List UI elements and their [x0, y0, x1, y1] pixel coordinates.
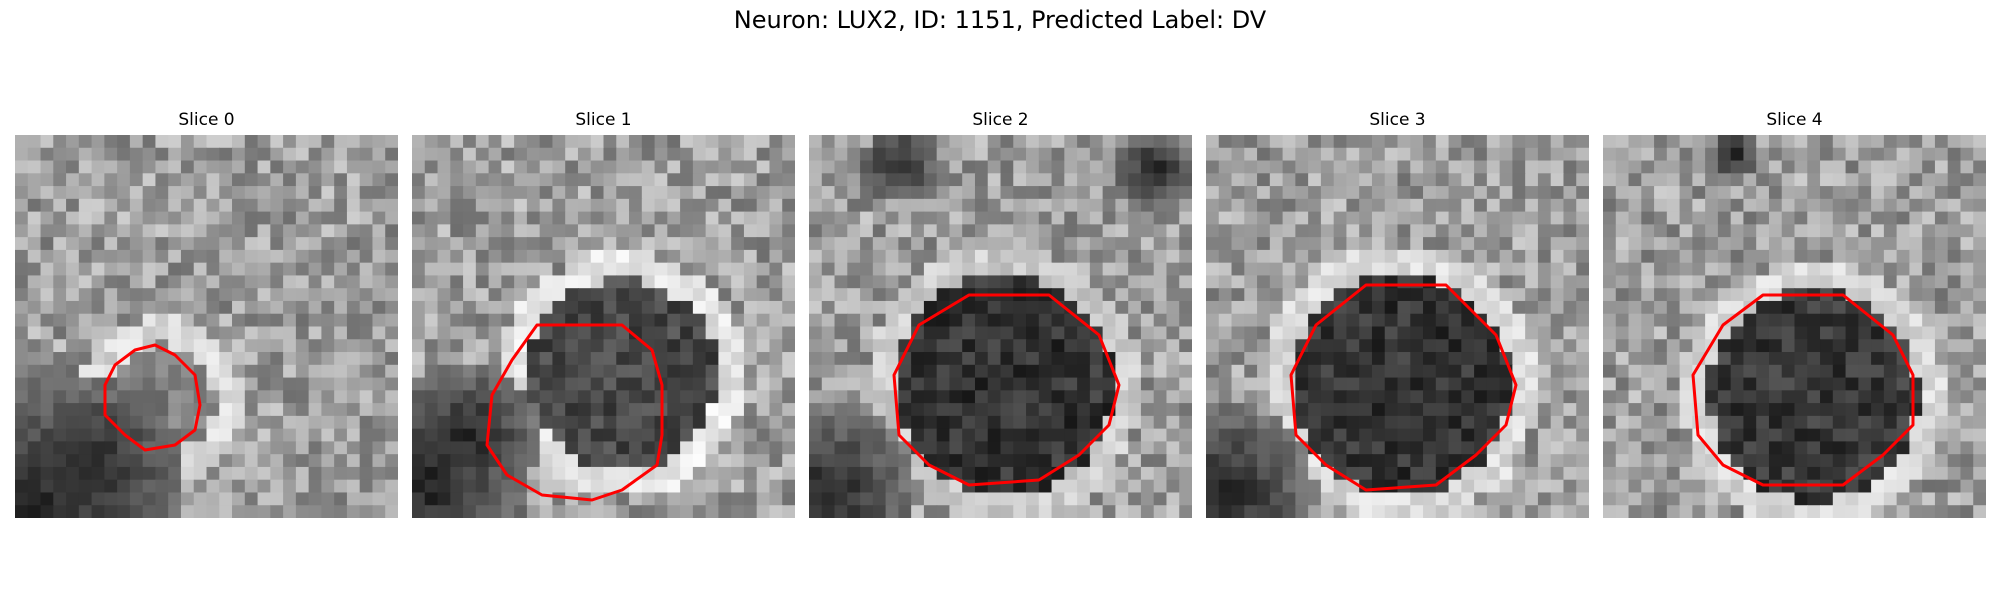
neuron-contour-1 — [485, 323, 664, 502]
neuron-contour-0 — [103, 343, 202, 452]
slice-image-2 — [809, 135, 1192, 518]
slice-image-0 — [15, 135, 398, 518]
slice-title-4: Slice 4 — [1766, 110, 1823, 130]
slice-image-1 — [412, 135, 795, 518]
slice-title-3: Slice 3 — [1369, 110, 1426, 130]
slice-title-1: Slice 1 — [575, 110, 632, 130]
figure-title: Neuron: LUX2, ID: 1151, Predicted Label:… — [733, 6, 1267, 34]
slice-image-4 — [1603, 135, 1986, 518]
slice-image-3 — [1206, 135, 1589, 518]
slice-title-2: Slice 2 — [972, 110, 1029, 130]
neuron-contour-3 — [1289, 283, 1518, 492]
slice-title-0: Slice 0 — [178, 110, 235, 130]
neuron-contour-4 — [1691, 293, 1915, 487]
neuron-contour-2 — [892, 293, 1121, 487]
